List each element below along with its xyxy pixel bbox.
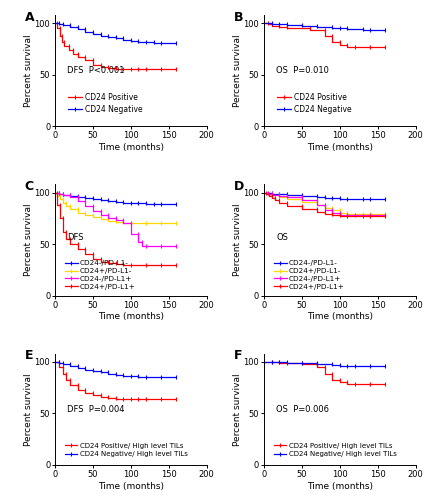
Y-axis label: Percent survival: Percent survival: [233, 373, 242, 446]
Text: C: C: [25, 180, 34, 193]
Legend: CD24 Positive, CD24 Negative: CD24 Positive, CD24 Negative: [277, 93, 351, 114]
Text: OS  P=0.010: OS P=0.010: [276, 66, 329, 75]
X-axis label: Time (months): Time (months): [98, 312, 164, 322]
X-axis label: Time (months): Time (months): [98, 143, 164, 152]
Y-axis label: Percent survival: Percent survival: [24, 34, 33, 107]
Text: F: F: [234, 349, 242, 362]
Text: OS  P=0.006: OS P=0.006: [276, 404, 329, 413]
Legend: CD24 Positive, CD24 Negative: CD24 Positive, CD24 Negative: [68, 93, 142, 114]
Y-axis label: Percent survival: Percent survival: [233, 34, 242, 107]
X-axis label: Time (months): Time (months): [98, 482, 164, 490]
Text: A: A: [25, 10, 34, 24]
Text: OS: OS: [276, 233, 288, 242]
Text: E: E: [25, 349, 33, 362]
Y-axis label: Percent survival: Percent survival: [24, 373, 33, 446]
Text: DFS: DFS: [67, 233, 84, 242]
Legend: CD24 Positive/ High level TILs, CD24 Negative/ High level TILs: CD24 Positive/ High level TILs, CD24 Neg…: [64, 442, 188, 457]
X-axis label: Time (months): Time (months): [307, 312, 373, 322]
Legend: CD24 Positive/ High level TILs, CD24 Negative/ High level TILs: CD24 Positive/ High level TILs, CD24 Neg…: [273, 442, 397, 457]
Legend: CD24-/PD-L1-, CD24+/PD-L1-, CD24-/PD-L1+, CD24+/PD-L1+: CD24-/PD-L1-, CD24+/PD-L1-, CD24-/PD-L1+…: [274, 260, 345, 290]
Text: B: B: [234, 10, 243, 24]
X-axis label: Time (months): Time (months): [307, 482, 373, 490]
Text: D: D: [234, 180, 244, 193]
Y-axis label: Percent survival: Percent survival: [233, 204, 242, 277]
X-axis label: Time (months): Time (months): [307, 143, 373, 152]
Legend: CD24-/PD-L1-, CD24+/PD-L1-, CD24-/PD-L1+, CD24+/PD-L1+: CD24-/PD-L1-, CD24+/PD-L1-, CD24-/PD-L1+…: [65, 260, 136, 290]
Text: DFS  P<0.001: DFS P<0.001: [67, 66, 125, 75]
Y-axis label: Percent survival: Percent survival: [24, 204, 33, 277]
Text: DFS  P=0.004: DFS P=0.004: [67, 404, 125, 413]
